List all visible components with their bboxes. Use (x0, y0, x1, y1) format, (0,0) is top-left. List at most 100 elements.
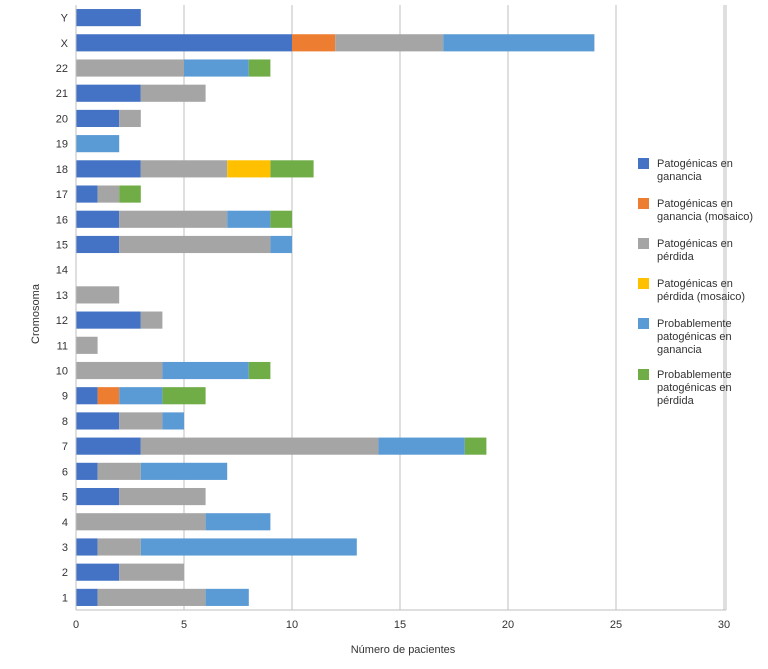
legend-label: Patogénicas en pérdida (mosaico) (657, 278, 745, 303)
y-tick-label: 1 (62, 592, 68, 604)
bar-segment (270, 210, 292, 228)
y-tick-label: 13 (56, 290, 68, 302)
bar-segment (140, 437, 379, 455)
bar-segment (76, 109, 120, 128)
bar-segment (140, 311, 163, 329)
y-tick-label: 12 (56, 315, 68, 327)
y-tick-label: 3 (62, 542, 68, 554)
legend-label: Patogénicas en pérdida (657, 238, 733, 263)
legend-swatch (638, 238, 649, 249)
bar-segment (140, 160, 228, 178)
legend-label-line: Probablemente (657, 318, 732, 330)
legend-label-line: ganancia (mosaico) (657, 211, 753, 223)
bar-segment (119, 109, 141, 128)
bar-segment (140, 84, 206, 102)
legend-label-line: ganancia (657, 344, 703, 356)
grid-lines (75, 5, 727, 610)
y-tick-label: 19 (56, 139, 68, 151)
bar-segment (270, 235, 292, 254)
bar-segment (97, 387, 120, 405)
bar-segment (119, 412, 163, 430)
y-tick-label: 10 (56, 366, 68, 378)
x-tick-label: 30 (718, 619, 730, 631)
legend-swatch (638, 198, 649, 209)
legend-label-line: Probablemente (657, 369, 732, 381)
bar-segment (76, 387, 98, 405)
bar-segment (76, 311, 141, 329)
legend-label-line: pérdida (657, 395, 695, 407)
y-tick-label: 17 (56, 189, 68, 201)
bar-segment (97, 588, 206, 606)
y-tick-label: 2 (62, 567, 68, 579)
bars (76, 9, 595, 606)
bar-segment (76, 462, 98, 480)
legend-label: Probablemente patogénicas en pérdida (657, 369, 732, 407)
bar-segment (464, 437, 487, 455)
bar-segment (248, 361, 271, 380)
bar-segment (76, 286, 120, 304)
bar-segment (76, 210, 120, 228)
bar-segment (97, 538, 141, 556)
bar-segment (97, 462, 141, 480)
bar-segment (76, 235, 120, 254)
bar-segment (119, 487, 206, 506)
bar-segment (119, 210, 228, 228)
y-tick-label: 16 (56, 214, 68, 226)
bar-segment (119, 235, 271, 254)
y-tick-label: 4 (62, 517, 68, 529)
bar-segment (140, 462, 228, 480)
bar-segment (76, 34, 292, 52)
legend-swatch (638, 369, 649, 380)
bar-segment (162, 361, 249, 380)
y-tick-label: 7 (62, 441, 68, 453)
bar-segment (76, 513, 206, 531)
bar-segment (248, 59, 271, 77)
legend-label-line: Patogénicas en (657, 158, 733, 170)
bar-segment (205, 513, 271, 531)
bar-segment (76, 538, 98, 556)
bar-segment (76, 563, 120, 581)
bar-segment (119, 387, 163, 405)
x-axis: 0 5 10 15 20 25 30 (73, 609, 730, 631)
bar-segment (76, 487, 120, 506)
bar-segment (76, 84, 141, 102)
y-tick-label: 20 (56, 113, 68, 125)
legend-label: Patogénicas en ganancia (657, 158, 733, 183)
legend-label: Patogénicas en ganancia (mosaico) (657, 198, 753, 223)
bar-segment (227, 160, 271, 178)
y-tick-label: Y (61, 13, 69, 25)
x-tick-label: 10 (286, 619, 298, 631)
bar-segment (184, 59, 249, 77)
legend-label-line: pérdida (mosaico) (657, 291, 745, 303)
y-tick-label: 5 (62, 492, 68, 504)
bar-segment (119, 563, 184, 581)
bar-segment (76, 9, 141, 27)
bar-segment (378, 437, 465, 455)
x-tick-label: 20 (502, 619, 514, 631)
bar-segment (292, 34, 336, 52)
bar-segment (227, 210, 271, 228)
legend-label-line: Patogénicas en (657, 278, 733, 290)
legend-label-line: Patogénicas en (657, 198, 733, 210)
y-tick-label: 22 (56, 63, 68, 75)
bar-segment (76, 336, 98, 354)
legend-label-line: patogénicas en (657, 382, 732, 394)
legend-label: Probablemente patogénicas en ganancia (657, 318, 732, 356)
bar-segment (97, 185, 120, 203)
legend-swatch (638, 318, 649, 329)
y-tick-label: X (61, 38, 69, 50)
y-tick-label: 21 (56, 88, 68, 100)
bar-segment (443, 34, 595, 52)
y-tick-label: 11 (57, 340, 68, 352)
y-tick-label: 15 (56, 239, 68, 251)
legend-swatch (638, 158, 649, 169)
x-tick-label: 15 (394, 619, 406, 631)
bar-segment (270, 160, 314, 178)
bar-segment (76, 160, 141, 178)
bar-segment (76, 135, 120, 153)
bar-segment (76, 412, 120, 430)
